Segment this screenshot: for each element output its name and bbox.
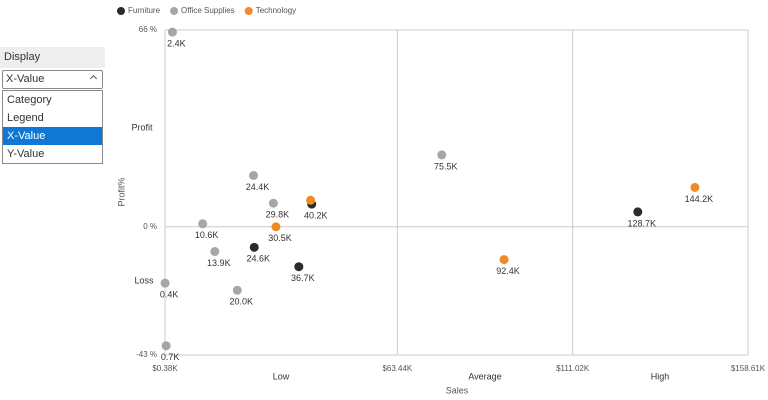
point [633,207,643,217]
data-label: 92.4K [496,266,520,276]
x-tick-label: $158.61K [731,364,766,373]
dropdown-option[interactable]: Y-Value [7,148,45,160]
dropdown-option[interactable]: Legend [7,112,44,124]
point [232,285,242,295]
dropdown[interactable]: X-Value [2,70,103,89]
point [167,27,177,37]
point [690,182,700,192]
legend-label: Office Supplies [181,6,235,15]
y-tick-label: 66 % [139,25,157,34]
point [161,341,171,351]
quadrant-label: Loss [134,275,154,285]
data-label: 2.4K [167,38,186,48]
data-label: 24.6K [246,254,270,264]
point [499,255,509,265]
data-label: 0.4K [160,290,179,300]
point [437,150,447,160]
data-label: 0.7K [161,352,180,362]
data-label: 36.7K [291,273,315,283]
legend-label: Technology [256,6,296,15]
quadrant-label: Profit [131,122,153,132]
legend-marker [170,7,179,15]
y-axis-title: Profit% [116,177,126,206]
x-tick-label: $111.02K [556,364,590,373]
data-label: 40.2K [304,211,328,221]
data-label: 13.9K [207,258,231,268]
x-tick-label: $0.38K [152,364,178,373]
x-tick-label: $63.44K [382,364,412,373]
point [271,222,281,232]
quadrant-label: Low [273,371,290,381]
x-axis-title: Sales [446,385,469,395]
dropdown-option[interactable]: Category [7,94,52,106]
point [268,198,278,208]
quadrant-label: High [651,371,670,381]
y-tick-label: 0 % [143,222,157,231]
quadrant-label: Average [468,371,501,381]
data-label: 144.2K [685,194,714,204]
point [249,171,259,181]
data-label: 10.6K [195,230,219,240]
dropdown-list: Category Legend X-Value Y-Value [2,90,103,164]
data-label: 128.7K [628,218,657,228]
y-tick-label: -43 % [136,350,157,359]
point [306,195,316,205]
data-label: 29.8K [266,210,290,220]
data-label: 75.5K [434,161,458,171]
point [210,247,220,257]
display-panel: Display X-Value Category Legend X-Value Y-V… [0,47,105,164]
legend-marker [117,7,125,15]
data-label: 30.5K [268,233,292,243]
point [198,219,208,229]
point [249,242,259,252]
data-label: 20.0K [230,297,254,307]
point [160,278,170,288]
dropdown-option[interactable]: X-Value [3,127,102,145]
point [294,262,304,272]
panel-title: Display [0,47,105,68]
legend-marker [244,7,253,15]
legend-label: Furniture [128,6,161,15]
data-label: 24.4K [246,182,270,192]
